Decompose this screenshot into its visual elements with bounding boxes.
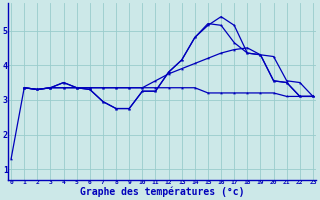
X-axis label: Graphe des températures (°c): Graphe des températures (°c) [80,187,244,197]
